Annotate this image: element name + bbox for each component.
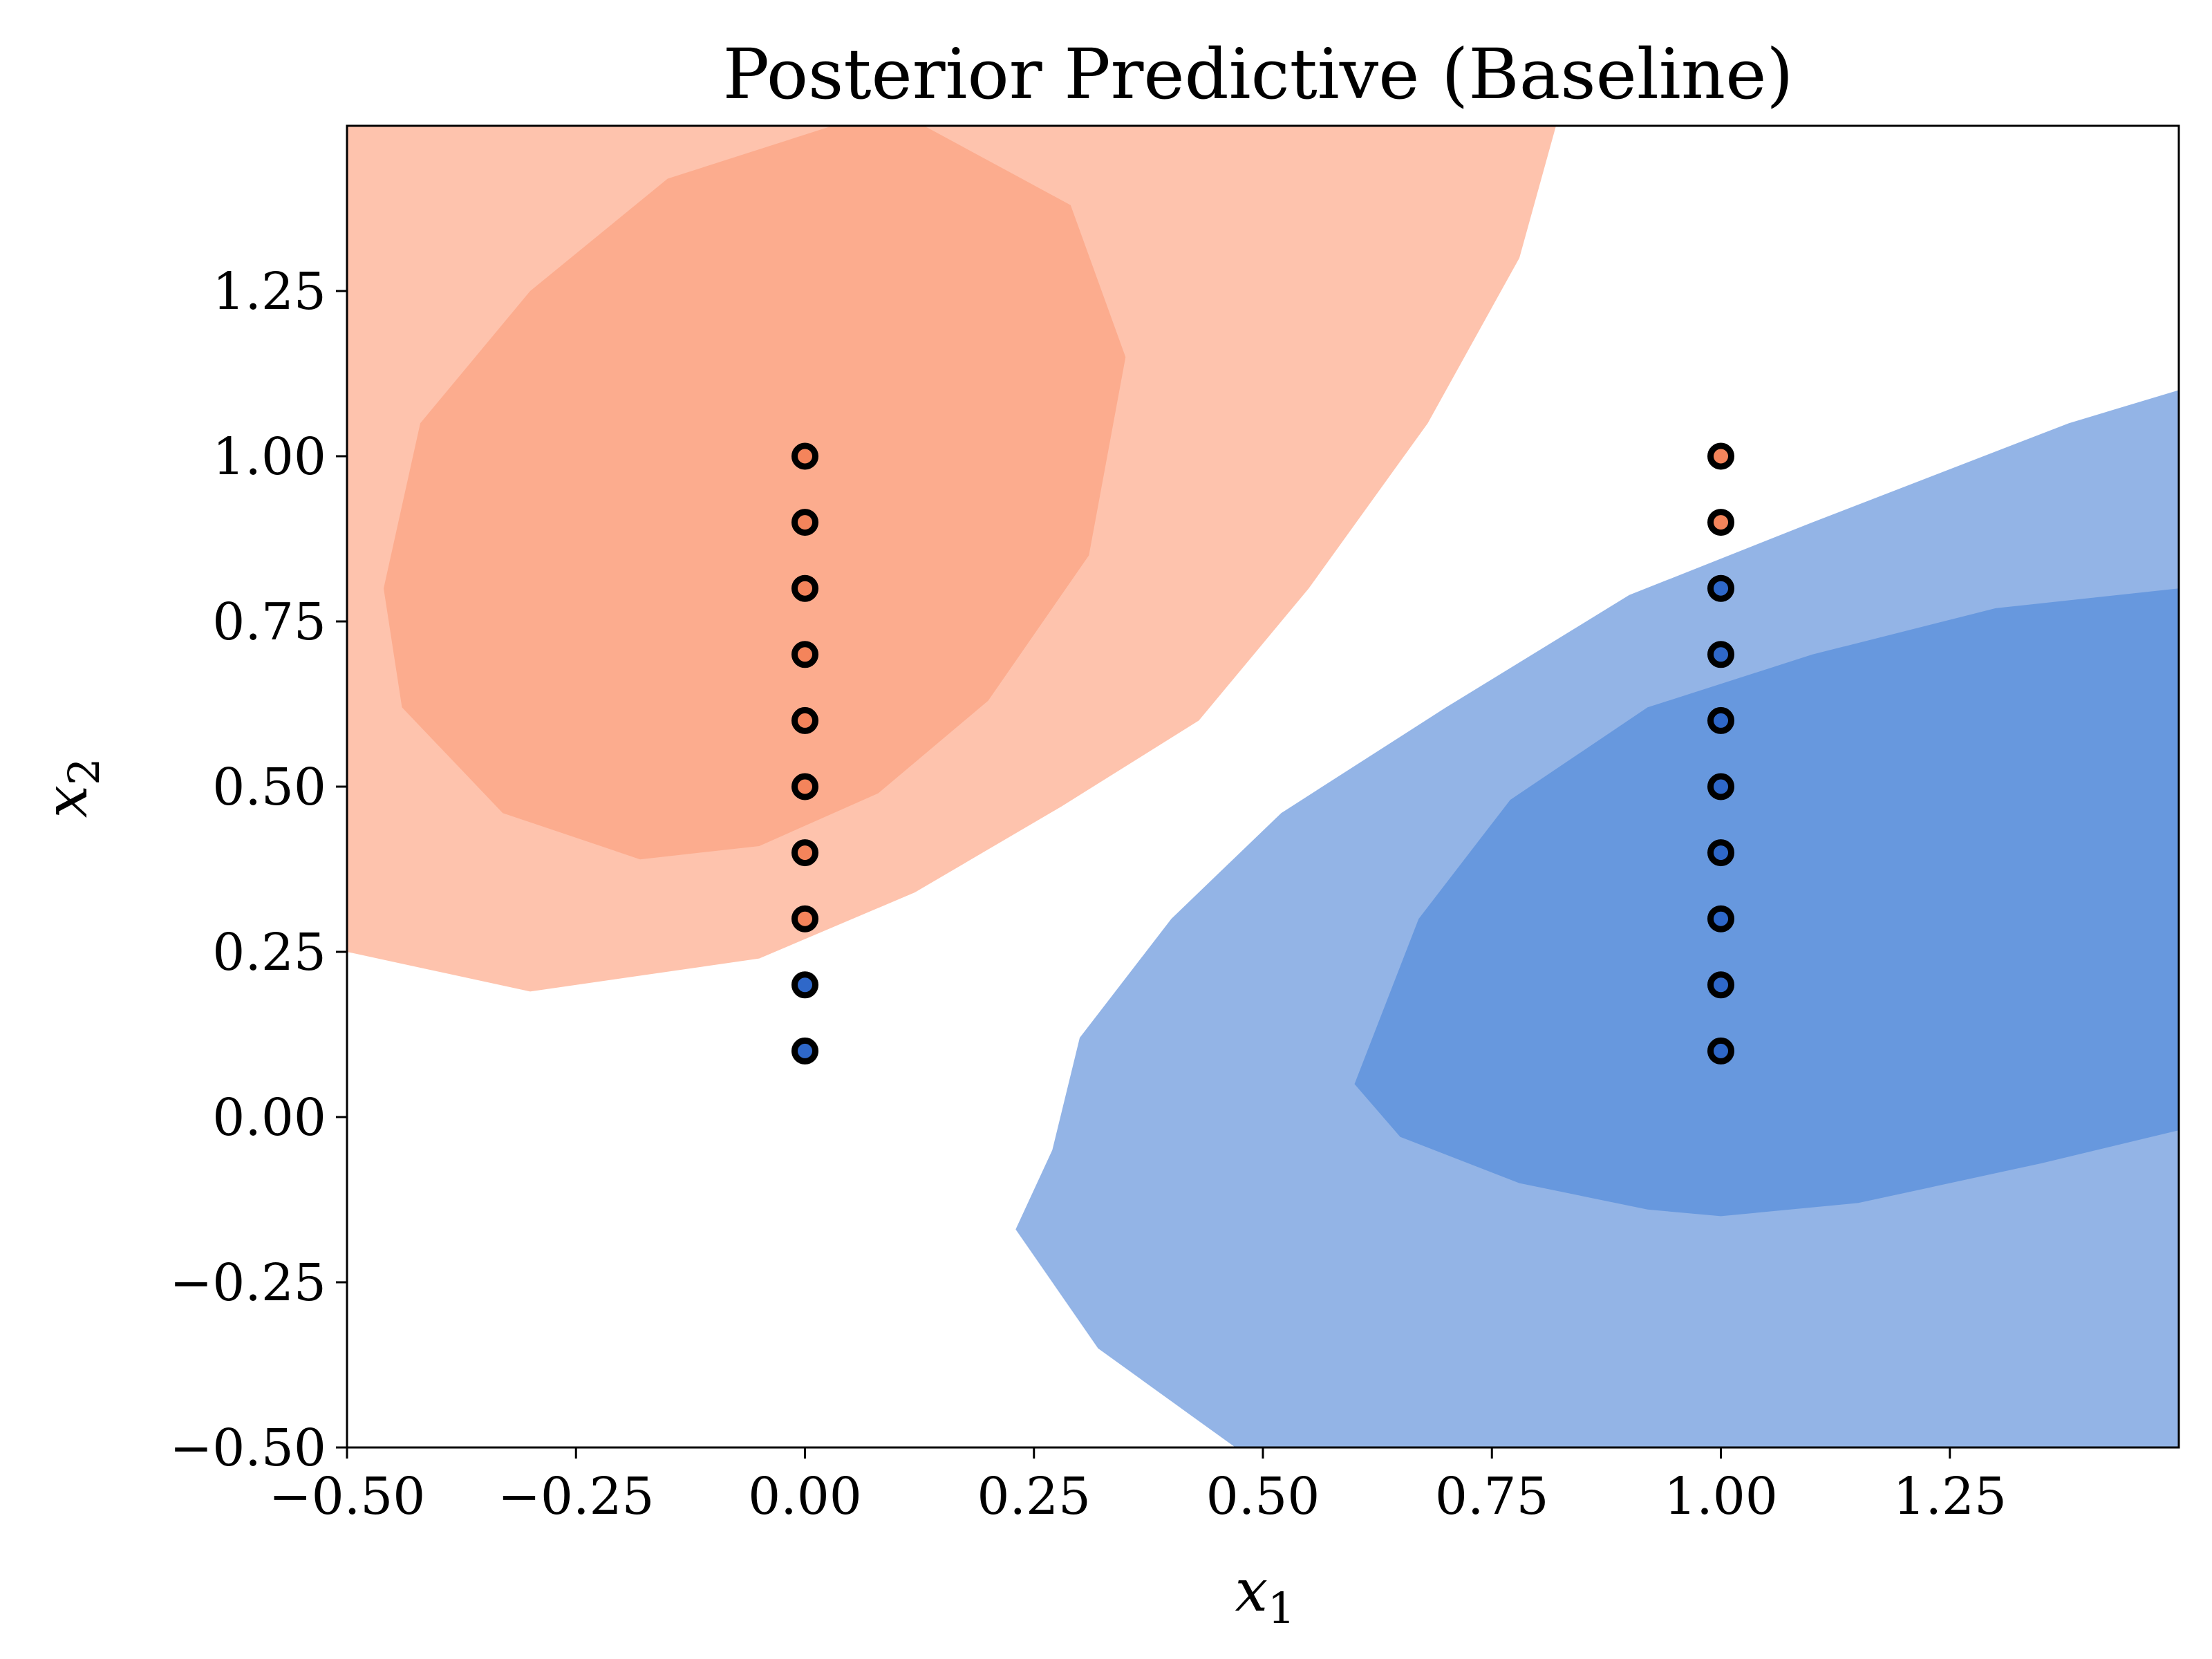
y-tick-label: 1.25 bbox=[212, 262, 326, 321]
plot-area bbox=[346, 124, 2180, 1449]
x-tick-label: 0.25 bbox=[977, 1467, 1091, 1526]
y-tick-label: 0.50 bbox=[212, 758, 326, 817]
y-tick-label: 0.25 bbox=[212, 923, 326, 982]
y-tick-label: 0.75 bbox=[212, 592, 326, 652]
data-point-red bbox=[791, 641, 818, 668]
x-axis-label: x1 bbox=[1235, 1557, 1295, 1633]
data-point-blue bbox=[1707, 971, 1734, 999]
x-tick-label: 0.50 bbox=[1206, 1467, 1320, 1526]
x-tick-label: −0.25 bbox=[498, 1467, 655, 1526]
x-tick-label: 0.00 bbox=[748, 1467, 862, 1526]
data-point-blue bbox=[1707, 641, 1734, 668]
y-axis: −0.50 −0.25 0.00 0.25 0.50 0.75 1.00 1.25 bbox=[169, 262, 347, 1478]
contour-red-inner bbox=[384, 126, 1126, 860]
x-tick-label: −0.50 bbox=[269, 1467, 426, 1526]
data-point-red bbox=[1707, 442, 1734, 470]
x-tick-label: 0.75 bbox=[1435, 1467, 1549, 1526]
y-tick-label: −0.25 bbox=[169, 1253, 326, 1313]
data-point-red bbox=[791, 905, 818, 932]
data-point-blue bbox=[791, 971, 818, 999]
data-point-blue bbox=[1707, 905, 1734, 932]
data-point-blue bbox=[1707, 574, 1734, 602]
data-point-red bbox=[791, 442, 818, 470]
data-point-blue bbox=[1707, 839, 1734, 867]
data-point-blue bbox=[1707, 773, 1734, 800]
data-point-blue bbox=[1707, 706, 1734, 734]
data-point-red bbox=[1707, 509, 1734, 536]
x-tick-label: 1.25 bbox=[1893, 1467, 2007, 1526]
x-tick-label: 1.00 bbox=[1664, 1467, 1778, 1526]
data-point-red bbox=[791, 574, 818, 602]
data-point-blue bbox=[1707, 1037, 1734, 1065]
y-axis-label: x2 bbox=[32, 758, 109, 818]
data-point-blue bbox=[791, 1037, 818, 1065]
y-tick-label: −0.50 bbox=[169, 1418, 326, 1478]
data-point-red bbox=[791, 839, 818, 867]
data-point-red bbox=[791, 509, 818, 536]
data-point-red bbox=[791, 773, 818, 800]
x-axis: −0.50 −0.25 0.00 0.25 0.50 0.75 1.00 1.25 bbox=[269, 1447, 2007, 1526]
y-tick-label: 0.00 bbox=[212, 1088, 326, 1147]
y-tick-label: 1.00 bbox=[212, 427, 326, 487]
chart-title: Posterior Predictive (Baseline) bbox=[723, 34, 1794, 115]
contour-blue-inner bbox=[1354, 588, 2179, 1217]
data-point-red bbox=[791, 706, 818, 734]
